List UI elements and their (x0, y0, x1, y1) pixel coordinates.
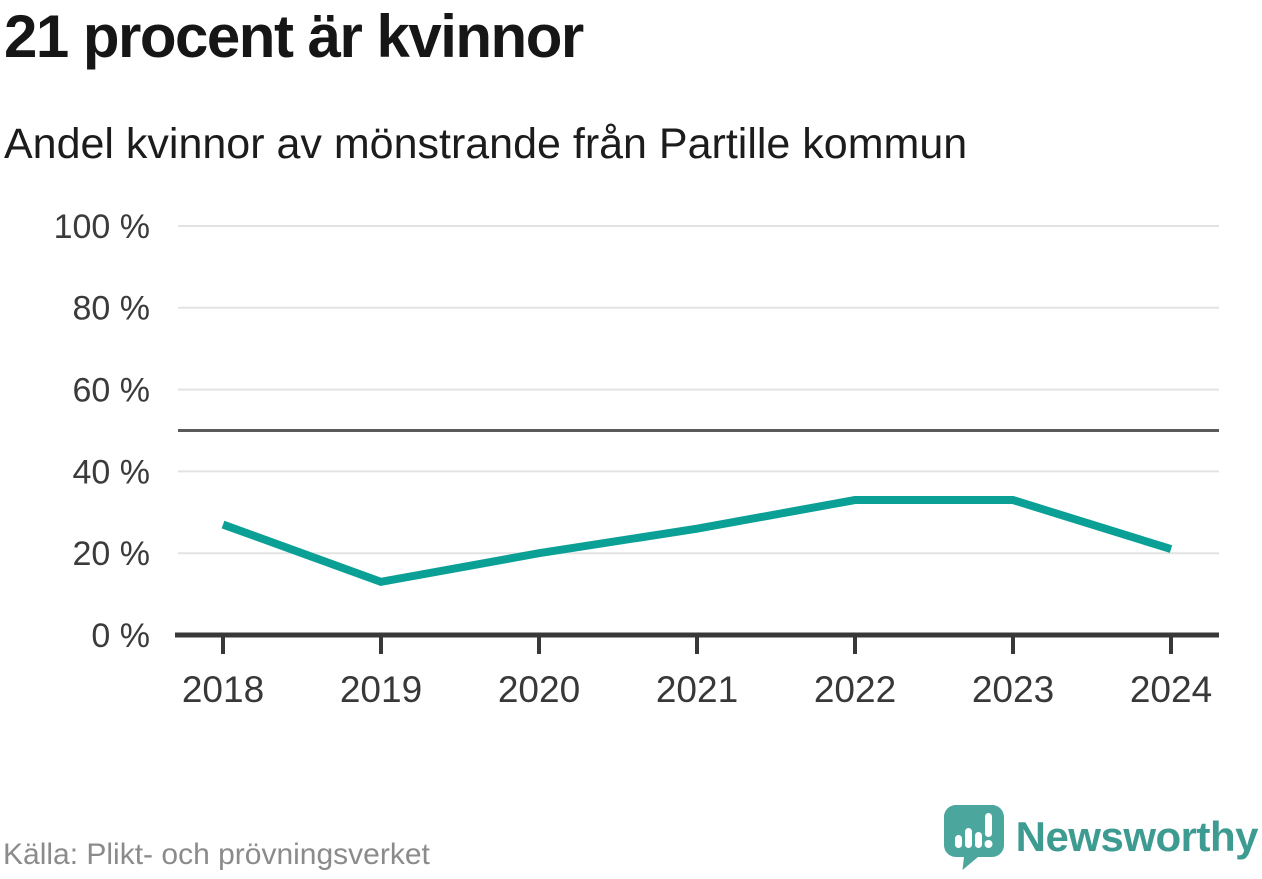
x-tick-label: 2019 (340, 669, 422, 710)
x-axis-labels: 2018 2019 2020 2021 2022 2023 2024 (182, 669, 1212, 710)
logo-exclamation-dot (984, 840, 993, 848)
x-tick-label: 2023 (972, 669, 1054, 710)
chart-title: 21 procent är kvinnor (4, 3, 584, 70)
logo-bar-2 (964, 828, 972, 848)
y-tick-label: 80 % (73, 290, 151, 328)
newsworthy-wordmark: Newsworthy (1015, 813, 1259, 860)
newsworthy-logo: Newsworthy (943, 804, 1259, 870)
data-line (221, 496, 1173, 586)
x-tick-label: 2024 (1130, 669, 1212, 710)
logo-bar-1 (954, 835, 962, 848)
y-tick-label: 60 % (73, 372, 151, 410)
x-tick-label: 2022 (814, 669, 896, 710)
gridlines (178, 225, 1219, 555)
logo-exclamation-bar (984, 813, 992, 837)
x-tick-label: 2021 (656, 669, 738, 710)
y-tick-label: 0 % (91, 617, 150, 655)
x-tick-label: 2018 (182, 669, 264, 710)
y-axis-labels: 0 % 20 % 40 % 60 % 80 % 100 % (54, 208, 150, 655)
chart-subtitle: Andel kvinnor av mönstrande från Partill… (4, 120, 968, 168)
y-tick-label: 40 % (73, 453, 151, 491)
newsworthy-logo-icon (943, 805, 1004, 870)
x-axis-ticks (221, 637, 1173, 654)
x-tick-label: 2020 (498, 669, 580, 710)
logo-bar-3 (974, 832, 982, 848)
source-note: Källa: Plikt- och prövningsverket (3, 838, 430, 871)
y-tick-label: 100 % (54, 208, 150, 246)
y-tick-label: 20 % (73, 535, 151, 573)
logo-bubble-shape (943, 805, 1004, 870)
